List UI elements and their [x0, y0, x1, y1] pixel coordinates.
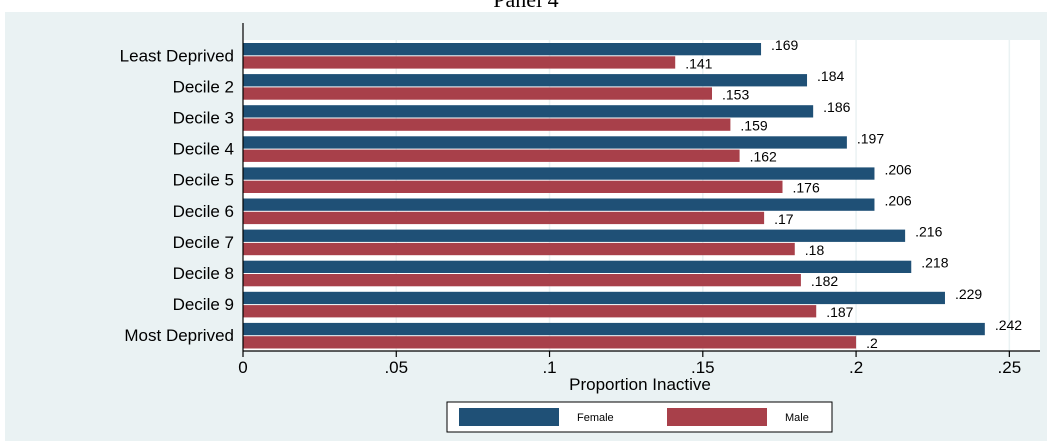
category-label: Decile 9 [173, 295, 234, 314]
plot-area [243, 40, 1040, 351]
legend-swatch-male [667, 408, 767, 426]
data-label-male: .182 [811, 273, 838, 289]
data-label-female: .218 [921, 255, 948, 271]
bar-female [243, 136, 847, 149]
category-label: Decile 7 [173, 233, 234, 252]
data-label-female: .206 [884, 193, 911, 209]
data-label-male: .2 [866, 335, 878, 351]
data-label-male: .153 [722, 86, 749, 102]
x-tick-label: .2 [849, 358, 863, 377]
bar-male [243, 56, 676, 69]
bar-female [243, 322, 985, 336]
bar-male [243, 274, 801, 287]
bar-male [243, 118, 731, 131]
category-label: Decile 5 [173, 171, 234, 190]
bar-female [243, 74, 808, 87]
data-label-female: .229 [955, 286, 982, 302]
data-label-male: .18 [805, 242, 825, 258]
data-label-female: .242 [995, 317, 1022, 333]
chart-title: Panel 4 [0, 0, 1052, 13]
data-label-female: .206 [884, 161, 911, 177]
x-tick-label: .25 [998, 358, 1022, 377]
x-tick-label: .05 [384, 358, 408, 377]
data-label-female: .197 [857, 130, 884, 146]
category-label: Decile 4 [173, 140, 234, 159]
bar-female [243, 43, 762, 56]
category-label: Most Deprived [124, 326, 234, 345]
bar-male [243, 211, 765, 225]
x-tick-label: 0 [238, 358, 247, 377]
category-label: Decile 3 [173, 109, 234, 128]
bar-female [243, 167, 875, 180]
bar-female [243, 105, 814, 118]
legend-swatch-female [459, 408, 559, 426]
data-label-male: .162 [750, 149, 777, 165]
bar-male [243, 149, 740, 162]
data-label-male: .141 [685, 55, 712, 71]
legend-label-male: Male [785, 412, 809, 424]
category-label: Decile 8 [173, 264, 234, 283]
data-label-male: .159 [740, 118, 767, 134]
category-label: Least Deprived [120, 46, 234, 65]
category-label: Decile 2 [173, 77, 234, 96]
data-label-female: .169 [771, 37, 798, 53]
data-label-male: .176 [793, 180, 820, 196]
data-label-male: .17 [774, 211, 794, 227]
x-tick-label: .15 [691, 358, 715, 377]
data-label-female: .216 [915, 224, 942, 240]
bar-female [243, 198, 875, 211]
x-axis-title: Proportion Inactive [569, 375, 711, 394]
bar-male [243, 242, 795, 256]
bar-female [243, 229, 906, 242]
bar-female [243, 260, 912, 273]
bar-male [243, 305, 817, 318]
data-label-male: .187 [826, 304, 853, 320]
bar-male [243, 180, 783, 193]
bar-male [243, 336, 857, 349]
legend-label-female: Female [577, 412, 614, 424]
category-label: Decile 6 [173, 202, 234, 221]
data-label-female: .186 [823, 99, 850, 115]
bar-female [243, 291, 945, 305]
bar-male [243, 87, 713, 100]
x-tick-label: .1 [542, 358, 556, 377]
data-label-female: .184 [817, 68, 844, 84]
